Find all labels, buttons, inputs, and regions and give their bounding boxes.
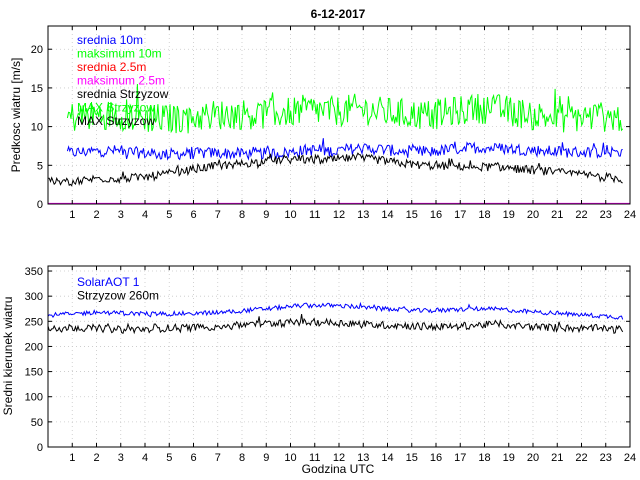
x-tick-label: 13 — [357, 209, 369, 221]
x-tick-label: 22 — [575, 209, 587, 221]
legend-entry: MAX Strzyzow — [77, 114, 155, 128]
legend-entry: srednia 10m — [77, 33, 143, 47]
series-line-srednia-10m — [66, 138, 623, 161]
x-tick-label: 21 — [551, 209, 563, 221]
x-tick-label: 1 — [69, 209, 75, 221]
y-tick-label: 15 — [31, 83, 43, 95]
legend-entry: Strzyzow 260m — [77, 289, 159, 303]
bottom-x-axis-label: Godzina UTC — [302, 462, 375, 476]
x-tick-label: 17 — [454, 452, 466, 464]
y-tick-label: 10 — [31, 122, 43, 134]
y-tick-label: 100 — [25, 392, 43, 404]
series-line-maksimum-10m — [66, 83, 624, 134]
y-tick-label: 50 — [31, 417, 43, 429]
x-tick-label: 2 — [93, 452, 99, 464]
y-tick-label: 300 — [25, 291, 43, 303]
x-tick-label: 4 — [142, 209, 148, 221]
x-tick-label: 23 — [600, 209, 612, 221]
x-tick-label: 18 — [478, 209, 490, 221]
x-tick-label: 15 — [406, 452, 418, 464]
x-tick-label: 24 — [624, 209, 636, 221]
legend-entry: maksimum 10m — [77, 47, 162, 61]
series-line-strzyzow-260m — [47, 314, 624, 335]
x-tick-label: 2 — [93, 209, 99, 221]
x-tick-label: 6 — [190, 209, 196, 221]
top-panel-speed: 1 2 3 4 5 6 7 8 9 10 11 12 13 14 15 16 17 18 19 20 21 22 23 240… — [31, 25, 636, 221]
x-tick-label: 5 — [166, 209, 172, 221]
top-y-axis-label: Predkosc wiatru [m/s] — [9, 58, 23, 173]
y-tick-label: 0 — [37, 442, 43, 454]
legend-entry: MAX Strzyzow — [77, 101, 155, 115]
legend-entry: srednia Strzyzow — [77, 87, 169, 101]
x-tick-label: 16 — [430, 452, 442, 464]
series-line-solaraot-1 — [47, 301, 624, 320]
y-tick-label: 250 — [25, 316, 43, 328]
y-tick-label: 5 — [37, 160, 43, 172]
x-tick-label: 6 — [190, 452, 196, 464]
legend-entry: srednia 2.5m — [77, 60, 146, 74]
x-tick-label: 3 — [118, 452, 124, 464]
x-tick-label: 9 — [263, 209, 269, 221]
x-tick-label: 14 — [381, 209, 393, 221]
legend-entry: SolarAOT 1 — [77, 275, 140, 289]
x-tick-label: 11 — [309, 209, 320, 221]
x-tick-label: 24 — [624, 452, 636, 464]
x-tick-label: 7 — [215, 452, 221, 464]
x-tick-label: 20 — [527, 209, 539, 221]
legend-entry: maksimum 2.5m — [77, 74, 165, 88]
bottom-y-axis-label: Sredni kierunek wiatru — [1, 297, 15, 416]
x-tick-label: 9 — [263, 452, 269, 464]
series-line-srednia-strzyzow — [48, 152, 623, 187]
bottom-panel-direction: 1 2 3 4 5 6 7 8 9 10 11 12 13 14 15 16 17 18 19 20 21 22 23 240… — [25, 265, 636, 464]
y-tick-label: 20 — [31, 44, 43, 56]
x-tick-label: 11 — [309, 452, 320, 464]
x-tick-label: 23 — [600, 452, 612, 464]
x-tick-label: 17 — [454, 209, 466, 221]
x-tick-label: 19 — [503, 452, 515, 464]
y-tick-label: 0 — [37, 199, 43, 211]
chart-title: 6-12-2017 — [311, 7, 366, 21]
x-tick-label: 20 — [527, 452, 539, 464]
x-tick-label: 15 — [406, 209, 418, 221]
x-tick-label: 16 — [430, 209, 442, 221]
x-tick-label: 10 — [284, 209, 296, 221]
x-tick-label: 14 — [381, 452, 393, 464]
x-tick-label: 1 — [69, 452, 75, 464]
x-tick-label: 18 — [478, 452, 490, 464]
x-tick-label: 5 — [166, 452, 172, 464]
x-tick-label: 4 — [142, 452, 148, 464]
x-tick-label: 21 — [551, 452, 563, 464]
x-tick-label: 13 — [357, 452, 369, 464]
y-tick-label: 150 — [25, 367, 43, 379]
x-tick-label: 10 — [284, 452, 296, 464]
x-tick-label: 7 — [215, 209, 221, 221]
y-tick-label: 200 — [25, 341, 43, 353]
x-tick-label: 19 — [503, 209, 515, 221]
x-tick-label: 12 — [333, 452, 345, 464]
x-tick-label: 8 — [239, 452, 245, 464]
x-tick-label: 8 — [239, 209, 245, 221]
x-tick-label: 3 — [118, 209, 124, 221]
x-tick-label: 12 — [333, 209, 345, 221]
x-tick-label: 22 — [575, 452, 587, 464]
y-tick-label: 350 — [25, 266, 43, 278]
